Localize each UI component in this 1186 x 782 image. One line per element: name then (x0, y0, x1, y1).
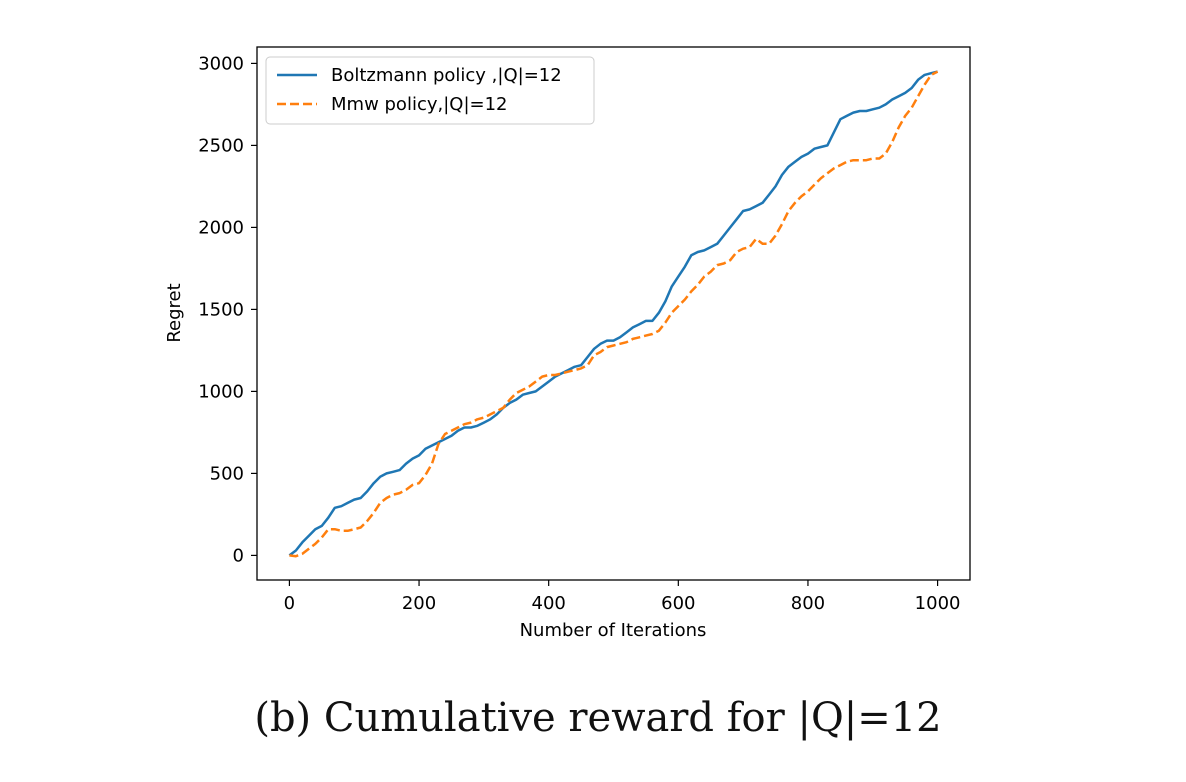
x-tick-label: 1000 (915, 593, 961, 614)
y-tick-label: 500 (210, 463, 244, 484)
line-chart: 0 200 400 600 800 1000 0 500 1000 1500 2000 2500 30… (164, 46, 971, 641)
x-tick-label: 200 (402, 593, 436, 614)
legend: Boltzmann policy ,|Q|=12 Mmw policy,|Q|=… (265, 56, 595, 125)
series-line-mmw (289, 70, 939, 558)
series-line-boltzmann (288, 70, 938, 557)
x-axis: 0 200 400 600 800 1000 (284, 580, 961, 614)
y-tick-label: 1000 (198, 381, 244, 402)
legend-label-boltzmann: Boltzmann policy ,|Q|=12 (331, 65, 562, 86)
y-tick-label: 1500 (198, 299, 244, 320)
y-tick-label: 0 (233, 545, 244, 566)
legend-box (265, 56, 595, 125)
y-axis-label: Regret (164, 283, 185, 342)
x-tick-label: 0 (284, 593, 295, 614)
x-tick-label: 600 (661, 593, 695, 614)
y-tick-label: 2500 (198, 135, 244, 156)
x-tick-label: 800 (791, 593, 825, 614)
y-axis: 0 500 1000 1500 2000 2500 3000 (198, 53, 257, 566)
legend-label-mmw: Mmw policy,|Q|=12 (331, 94, 508, 115)
x-axis-label: Number of Iterations (520, 620, 707, 641)
y-tick-label: 3000 (198, 53, 244, 74)
plot-area-frame (256, 46, 971, 581)
y-tick-label: 2000 (198, 217, 244, 238)
figure-caption: (b) Cumulative reward for |Q|=12 (254, 695, 942, 741)
x-tick-label: 400 (532, 593, 566, 614)
